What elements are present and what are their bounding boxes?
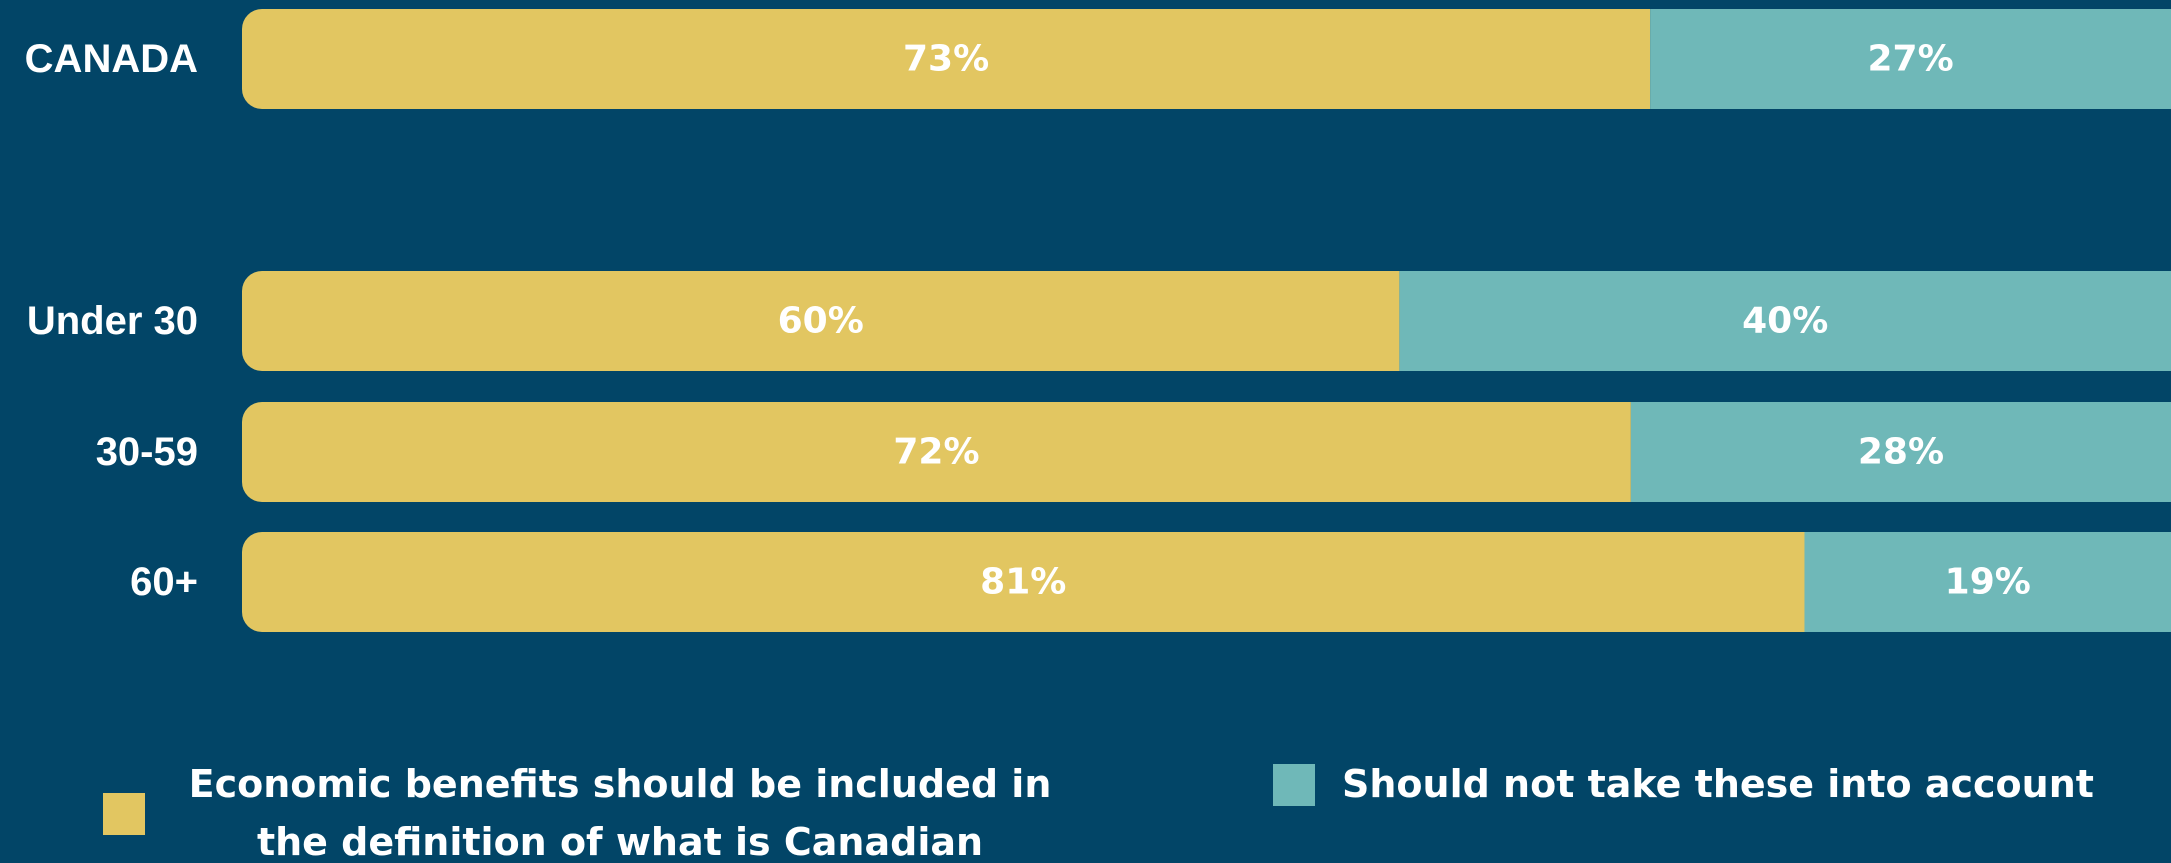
bar-segment-under-30-series-0 bbox=[242, 271, 1400, 371]
legend-label-should-not: Should not take these into account bbox=[1342, 762, 2094, 806]
data-label-under-30-series-1: 40% bbox=[1742, 301, 1828, 342]
bar-segment-60-series-1 bbox=[1804, 532, 2171, 632]
data-label-canada-series-1: 27% bbox=[1867, 39, 1953, 80]
bar-segment-30-59-series-1 bbox=[1630, 402, 2171, 502]
data-label-30-59-series-1: 28% bbox=[1858, 432, 1944, 473]
legend-label-economic-benefits: Economic benefits should be included in … bbox=[188, 762, 1052, 863]
bar-segment-canada-series-0 bbox=[242, 9, 1651, 109]
data-label-30-59-series-0: 72% bbox=[893, 432, 979, 473]
data-label-under-30-series-0: 60% bbox=[778, 301, 864, 342]
bar-group-canada bbox=[242, 9, 2171, 109]
data-label-canada-series-0: 73% bbox=[903, 39, 989, 80]
category-label-canada: CANADA bbox=[25, 37, 198, 81]
bar-group-60 bbox=[242, 532, 2171, 632]
bar-segment-60-series-0 bbox=[242, 532, 1805, 632]
bar-group-30-59 bbox=[242, 402, 2171, 502]
bar-segment-canada-series-1 bbox=[1650, 9, 2171, 109]
data-label-60-series-0: 81% bbox=[980, 562, 1066, 603]
data-label-60-series-1: 19% bbox=[1945, 562, 2031, 603]
category-label-30-59: 30-59 bbox=[96, 430, 198, 474]
category-label-under-30: Under 30 bbox=[27, 299, 198, 343]
bar-group-under-30 bbox=[242, 271, 2171, 371]
bar-segment-under-30-series-1 bbox=[1399, 271, 2171, 371]
legend-swatch-economic-benefits bbox=[103, 793, 145, 835]
category-label-60: 60+ bbox=[130, 560, 198, 604]
bar-segment-30-59-series-0 bbox=[242, 402, 1631, 502]
legend-swatch-should-not bbox=[1273, 764, 1315, 806]
legend: Economic benefits should be included in … bbox=[0, 755, 2171, 863]
